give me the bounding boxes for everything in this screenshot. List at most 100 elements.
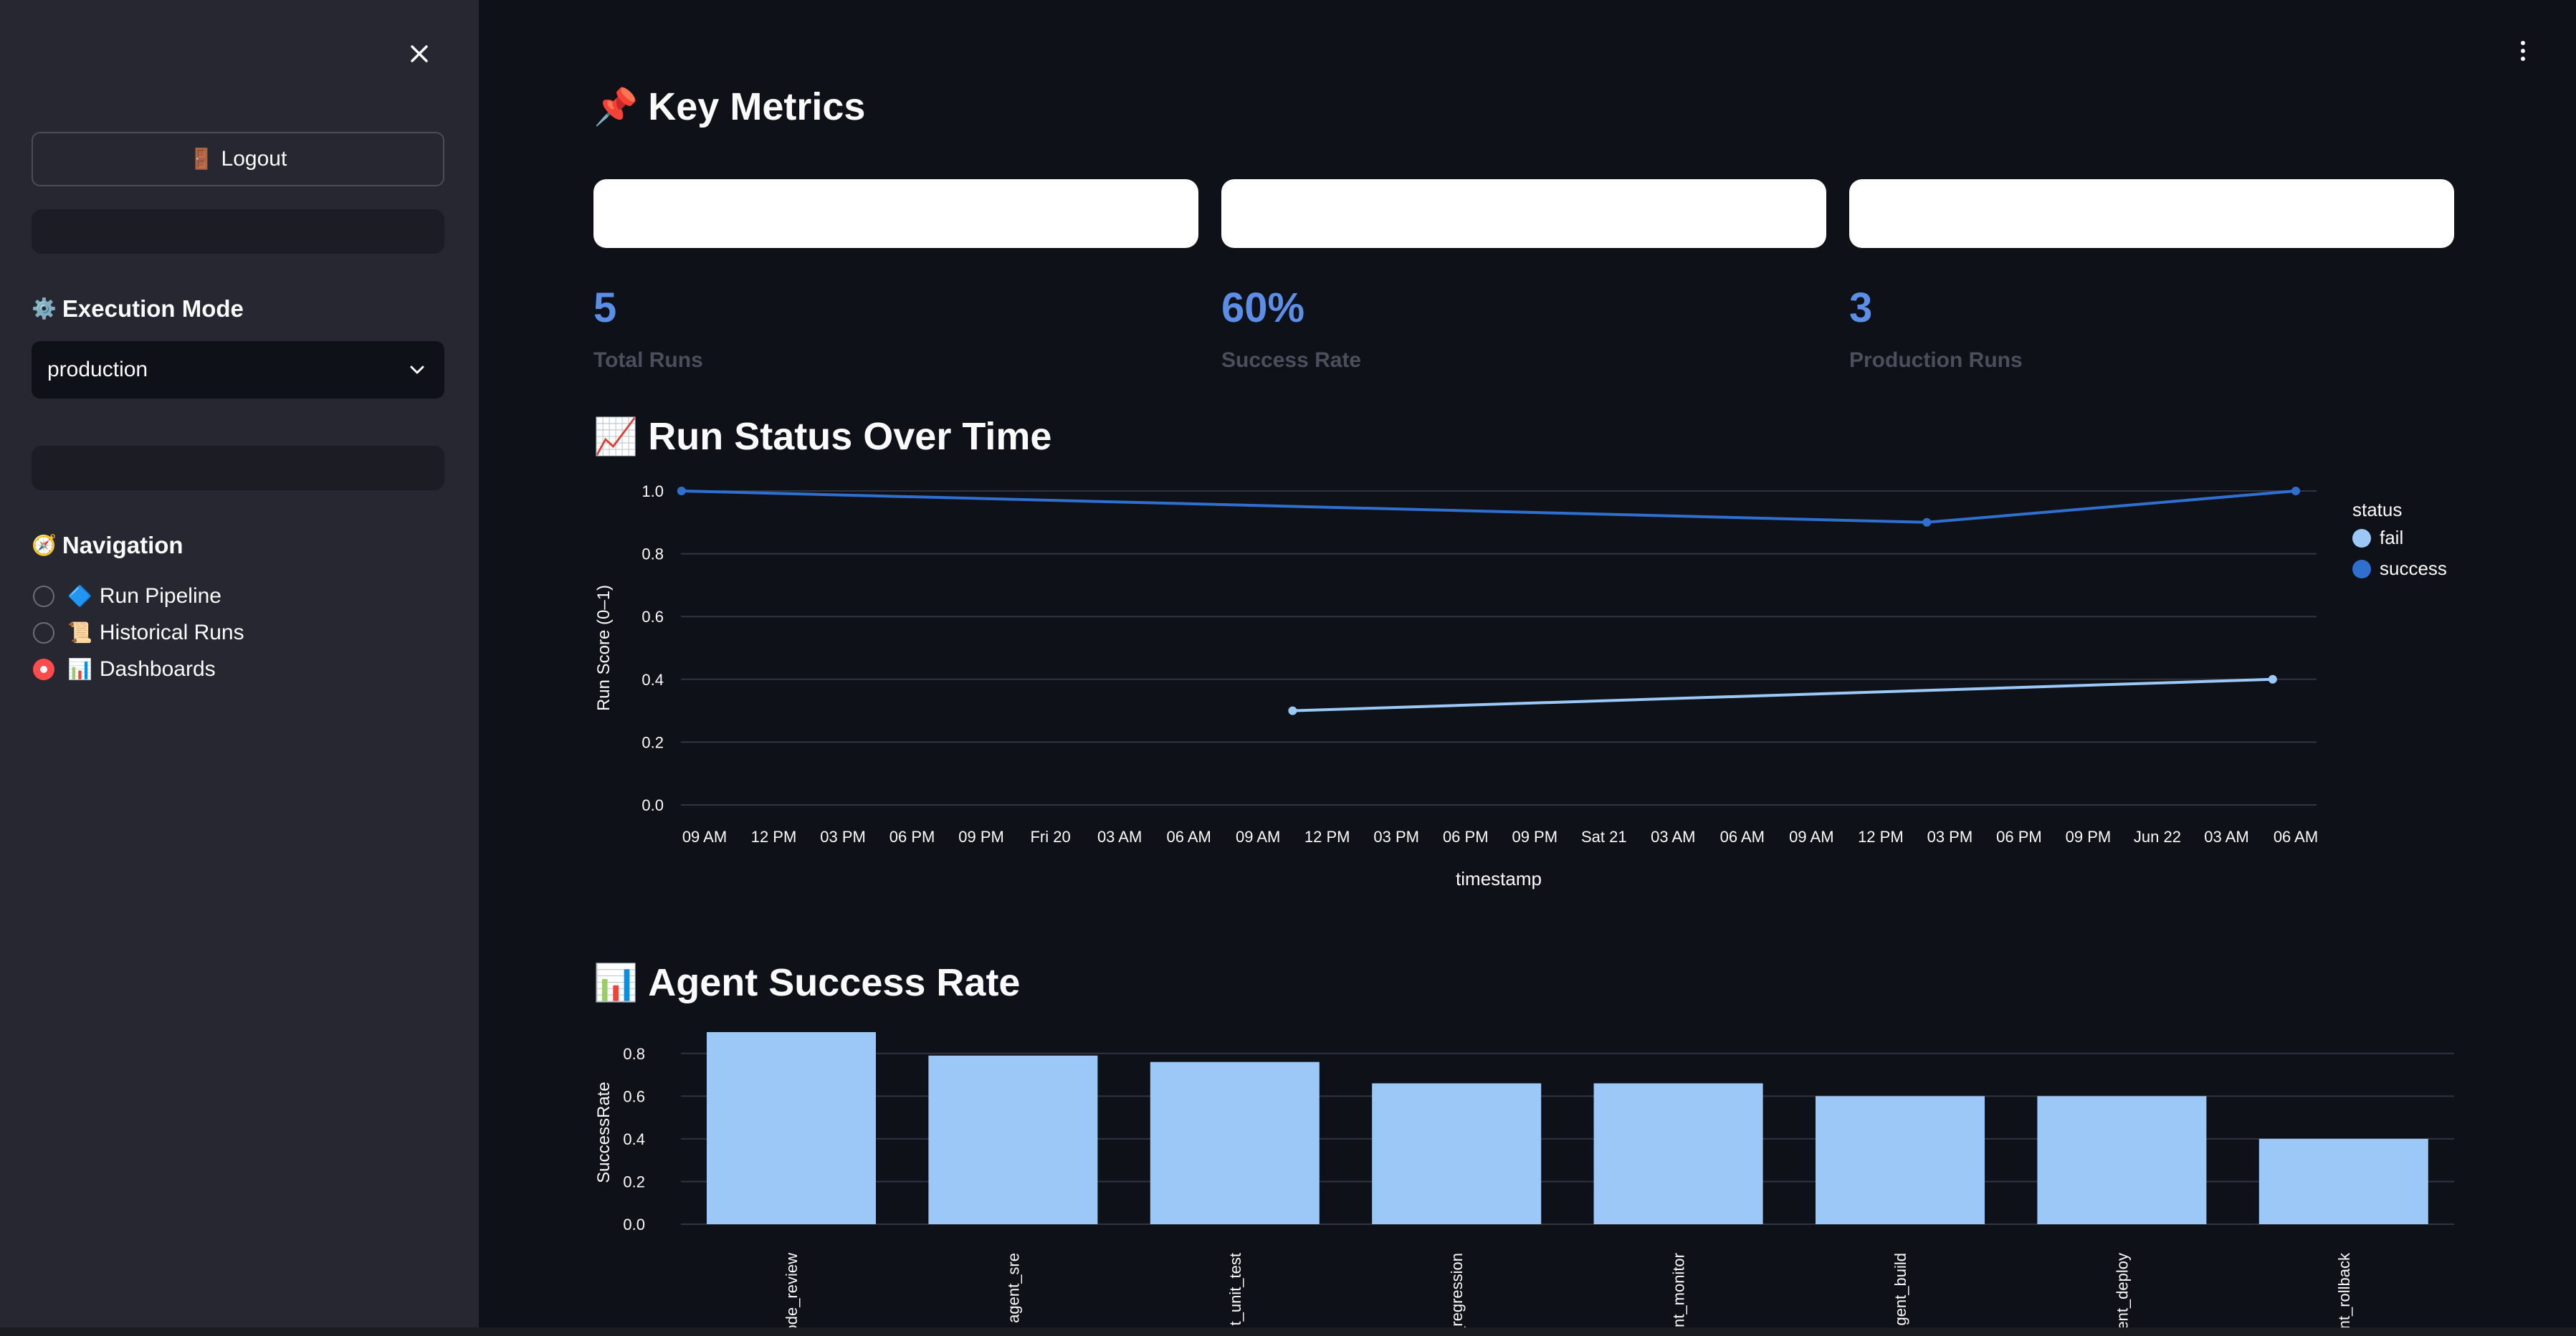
metric-card-placeholder <box>593 179 1198 248</box>
y-tick-label: 0.4 <box>623 1130 645 1148</box>
radio-historical-runs[interactable] <box>33 622 54 644</box>
y-tick-label: 0.2 <box>623 1173 645 1191</box>
menu-dot <box>2521 41 2525 45</box>
close-sidebar-button[interactable] <box>401 36 437 72</box>
x-tick-label: gent_build <box>1892 1253 1909 1326</box>
execution-mode-value: production <box>47 358 148 381</box>
y-tick-label: 0.4 <box>641 671 664 689</box>
menu-dot <box>2521 57 2525 61</box>
radio-dashboards[interactable] <box>33 659 54 680</box>
nav-item-dashboards[interactable]: 📊 Dashboards <box>33 654 216 684</box>
x-tick-label: 03 PM <box>820 828 866 846</box>
legend-swatch-fail <box>2352 528 2371 548</box>
x-tick-label: 03 AM <box>1097 828 1142 846</box>
sidebar-placeholder-bar <box>32 446 444 490</box>
x-tick-label: 06 PM <box>1996 828 2042 846</box>
bar-gent_build <box>1816 1096 1985 1224</box>
y-axis-title: SuccessRate <box>594 1082 614 1183</box>
radio-run-pipeline[interactable] <box>33 586 54 607</box>
pushpin-icon: 📌 <box>593 87 639 127</box>
total-runs-label: Total Runs <box>593 348 703 372</box>
x-tick-label: 09 PM <box>1512 828 1557 846</box>
y-tick-label: 1.0 <box>641 482 664 500</box>
data-point-fail <box>1288 706 1297 715</box>
bar-ent_deploy <box>2037 1096 2207 1224</box>
legend-item-fail: fail <box>2352 527 2447 549</box>
x-tick-label: ode_review <box>783 1253 801 1327</box>
y-tick-label: 0.0 <box>623 1216 645 1234</box>
series-line-success <box>681 490 2296 524</box>
nav-item-historical-runs[interactable]: 📜 Historical Runs <box>33 618 244 648</box>
key-metrics-title: 📌 Key Metrics <box>593 85 866 128</box>
bar-t_unit_test <box>1150 1061 1320 1224</box>
data-point-fail <box>2268 674 2277 684</box>
x-tick-label: agent_sre <box>1004 1253 1022 1323</box>
production-runs-value: 3 <box>1849 285 1873 331</box>
y-tick-label: 0.6 <box>641 608 664 626</box>
x-tick-label: 06 PM <box>889 828 935 846</box>
x-tick-label: 12 PM <box>1858 828 1904 846</box>
agent-success-title: 📊 Agent Success Rate <box>593 961 1021 1004</box>
bar-ode_review <box>707 1032 876 1224</box>
data-point-success <box>2291 487 2300 495</box>
gear-icon: ⚙️ <box>32 297 57 320</box>
data-point-success <box>677 487 686 495</box>
y-tick-label: 0.8 <box>641 545 664 563</box>
x-tick-label: 09 AM <box>1236 828 1280 846</box>
diamond-icon: 🔷 <box>67 585 92 607</box>
legend-swatch-success <box>2352 559 2371 578</box>
x-tick-label: 06 AM <box>2274 828 2318 846</box>
x-tick-label: 03 PM <box>1927 828 1973 846</box>
x-tick-label: 09 AM <box>1789 828 1833 846</box>
success-rate-value: 60% <box>1221 285 1305 331</box>
y-tick-label: 0.2 <box>641 733 664 751</box>
x-tick-label: 03 PM <box>1373 828 1419 846</box>
x-tick-label: t_unit_test <box>1226 1253 1244 1326</box>
menu-dot <box>2521 49 2525 53</box>
total-runs-value: 5 <box>593 285 617 331</box>
close-icon <box>411 45 428 62</box>
x-tick-label: 06 AM <box>1720 828 1765 846</box>
door-icon: 🚪 <box>189 148 214 170</box>
chevron-down-icon <box>410 366 424 374</box>
metric-card-placeholder <box>1849 179 2454 248</box>
sidebar: 🚪 Logout ⚙️ Execution Mode production 🧭 … <box>0 0 479 1327</box>
sidebar-placeholder-bar <box>32 209 444 254</box>
x-tick-label: 03 AM <box>2204 828 2248 846</box>
x-tick-label: nt_monitor <box>1670 1253 1688 1327</box>
x-tick-label: Jun 22 <box>2134 828 2181 846</box>
x-tick-label: 09 AM <box>682 828 727 846</box>
series-line-fail <box>1292 677 2273 712</box>
y-axis-title: Run Score (0–1) <box>594 585 614 711</box>
x-tick-label: 12 PM <box>1304 828 1350 846</box>
y-tick-label: 0.6 <box>623 1087 645 1105</box>
y-tick-label: 0.8 <box>623 1045 645 1063</box>
bottom-scrollbar-track <box>0 1327 2576 1336</box>
x-tick-label: 12 PM <box>751 828 797 846</box>
compass-icon: 🧭 <box>32 534 57 556</box>
nav-item-run-pipeline[interactable]: 🔷 Run Pipeline <box>33 581 221 611</box>
bar-chart-icon: 📊 <box>67 658 92 680</box>
execution-mode-select[interactable]: production <box>32 341 444 399</box>
x-tick-label: 06 PM <box>1443 828 1489 846</box>
production-runs-label: Production Runs <box>1849 348 2023 372</box>
legend-title: status <box>2352 499 2403 520</box>
status-legend: status fail success <box>2352 499 2447 588</box>
logout-button[interactable]: 🚪 Logout <box>32 132 444 186</box>
legend-item-success: success <box>2352 558 2447 580</box>
agent-success-bar-chart: 0.0 0.2 0.4 0.6 0.8 SuccessRate ode_review agen… <box>594 1032 2454 1327</box>
bar-nt_rollback <box>2258 1138 2428 1224</box>
x-tick-label: 06 AM <box>1166 828 1211 846</box>
bar-chart-icon: 📊 <box>593 963 639 1003</box>
main-menu-button[interactable] <box>2509 33 2537 69</box>
bar-_regression <box>1372 1083 1542 1224</box>
navigation-heading: 🧭 Navigation <box>32 532 183 558</box>
x-tick-label: 03 AM <box>1651 828 1695 846</box>
metric-card-placeholder <box>1221 179 1826 248</box>
x-tick-label: 09 PM <box>2066 828 2112 846</box>
y-tick-label: 0.0 <box>641 796 664 814</box>
execution-mode-heading: ⚙️ Execution Mode <box>32 295 244 322</box>
x-tick-label: _regression <box>1448 1253 1466 1327</box>
x-tick-label: Fri 20 <box>1030 828 1070 846</box>
chart-increasing-icon: 📈 <box>593 416 639 457</box>
